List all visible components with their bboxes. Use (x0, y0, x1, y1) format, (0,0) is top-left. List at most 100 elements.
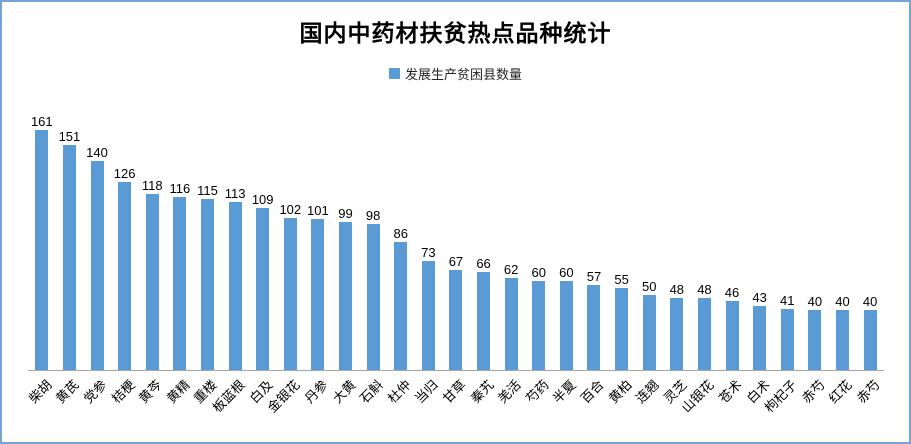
bar-value-label: 60 (531, 265, 546, 280)
bar-value-label: 43 (752, 290, 767, 305)
bar-column: 102 (276, 102, 304, 370)
category-label: 桔梗 (108, 377, 138, 407)
bar (228, 202, 242, 370)
bar-value-label: 102 (279, 202, 302, 217)
bar-column: 67 (442, 102, 470, 370)
category-label: 石斛 (356, 377, 386, 407)
bar-value-label: 151 (58, 129, 81, 144)
legend-label: 发展生产贫困县数量 (404, 67, 522, 82)
category-tick: 杜仲 (384, 372, 415, 442)
bar-value-label: 48 (669, 282, 685, 297)
category-label: 芍药 (522, 377, 552, 407)
bar-column: 115 (194, 102, 222, 370)
bar-column: 151 (56, 102, 84, 370)
bar (725, 301, 739, 370)
bar (366, 224, 380, 370)
category-label: 党参 (80, 377, 110, 407)
bar-value-label: 62 (503, 262, 519, 277)
category-tick: 苍术 (716, 372, 746, 442)
category-label: 赤芍 (798, 377, 828, 407)
category-tick: 石斛 (357, 372, 387, 442)
category-tick: 板蓝根 (210, 372, 249, 442)
bar-value-label: 115 (197, 183, 218, 198)
category-tick: 芍药 (523, 372, 553, 442)
bar (559, 281, 573, 370)
bar (62, 145, 76, 370)
category-tick: 黄芪 (53, 372, 84, 442)
bar-value-label: 41 (780, 293, 795, 308)
bar-column: 60 (525, 102, 553, 370)
bar-column: 55 (608, 102, 636, 370)
bar-column: 161 (28, 102, 56, 370)
category-label: 大黄 (329, 377, 359, 407)
category-tick: 红花 (826, 372, 857, 442)
category-label: 柴胡 (25, 377, 55, 407)
bar-column: 109 (249, 102, 277, 370)
bar-value-label: 140 (86, 145, 108, 160)
category-label: 赤芍 (853, 377, 883, 407)
bar (90, 161, 104, 370)
plot-area: 161 151 140 126 118 116 115 113 109 102 101 99 98 86 7… (28, 102, 884, 371)
bar-value-label: 73 (421, 245, 436, 260)
category-tick: 半夏 (550, 372, 581, 442)
bar-value-label: 55 (614, 272, 629, 287)
bar (615, 288, 629, 370)
category-tick: 丹参 (302, 372, 332, 442)
bar-column: 98 (359, 102, 387, 370)
bar-value-label: 66 (476, 256, 491, 271)
category-label: 当归 (412, 377, 442, 407)
category-label: 秦艽 (467, 377, 497, 407)
bar-value-label: 40 (862, 294, 878, 309)
bar-column: 126 (111, 102, 139, 370)
bar (35, 130, 49, 370)
bar (697, 298, 711, 370)
bar-column: 101 (304, 102, 332, 370)
bar-value-label: 57 (586, 269, 602, 284)
bar-column: 48 (691, 102, 719, 370)
category-tick: 黄精 (164, 372, 194, 442)
bar (780, 309, 794, 370)
bar-value-label: 116 (169, 181, 191, 196)
bar-column: 73 (415, 102, 443, 370)
category-label: 羌活 (494, 377, 524, 407)
bar-column: 40 (829, 102, 857, 370)
category-tick: 羌活 (495, 372, 525, 442)
bar-column: 86 (387, 102, 415, 370)
category-tick: 赤芍 (799, 372, 829, 442)
bar-column: 99 (332, 102, 360, 370)
category-tick: 连翘 (633, 372, 663, 442)
bar-value-label: 48 (697, 282, 712, 297)
category-tick: 山银花 (679, 372, 719, 442)
category-label: 红花 (826, 377, 856, 407)
bar (532, 281, 546, 370)
category-tick: 黄芩 (136, 372, 166, 442)
category-label: 丹参 (301, 377, 331, 407)
bar-value-label: 118 (141, 178, 163, 193)
bar (145, 194, 159, 370)
bar-column: 116 (166, 102, 194, 370)
category-tick: 赤芍 (854, 372, 884, 442)
bar (256, 208, 270, 370)
bar-column: 40 (856, 102, 884, 370)
bar-column: 46 (718, 102, 746, 370)
bar-value-label: 99 (338, 206, 353, 221)
bar (421, 261, 435, 370)
bar-column: 113 (221, 102, 249, 370)
bar-value-label: 46 (724, 285, 740, 300)
bar (283, 218, 297, 370)
bar (339, 222, 352, 370)
category-tick: 柴胡 (26, 372, 56, 442)
bar-value-label: 98 (365, 208, 381, 223)
category-tick: 枸杞子 (762, 372, 801, 442)
bar (394, 242, 408, 370)
bar (504, 278, 518, 370)
bar (587, 285, 601, 370)
category-tick: 桔梗 (108, 372, 139, 442)
bar-column: 50 (635, 102, 663, 370)
bar (835, 310, 849, 370)
bar-column: 62 (497, 102, 525, 370)
bar-value-label: 67 (448, 254, 464, 269)
category-tick: 秦艽 (467, 372, 498, 442)
bar-value-label: 86 (393, 226, 408, 241)
